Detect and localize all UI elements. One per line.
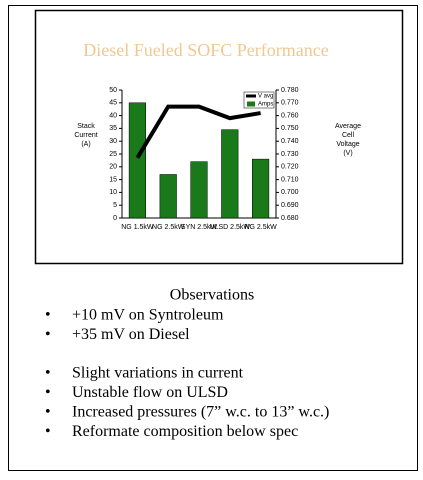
- x-tick-label: NG 2.5kW: [244, 224, 277, 231]
- y-tick-label: 45: [109, 100, 117, 107]
- y-tick-label: 25: [109, 151, 117, 158]
- y2-axis-label: Voltage: [336, 141, 359, 148]
- y2-tick-label: 0.710: [281, 176, 299, 183]
- y2-axis-label: Cell: [342, 132, 355, 139]
- observations-heading: Observations: [170, 287, 254, 304]
- legend-label: Amps: [258, 102, 273, 108]
- bar: [221, 129, 239, 219]
- y2-tick-label: 0.720: [281, 164, 299, 171]
- bullet: •: [45, 384, 51, 401]
- y-axis-label: Stack: [77, 123, 95, 130]
- bar: [128, 102, 146, 219]
- y2-tick-label: 0.690: [281, 202, 299, 209]
- y-tick-label: 15: [109, 176, 117, 183]
- observation: Reformate composition below spec: [72, 423, 298, 440]
- bullet: •: [45, 404, 51, 421]
- y2-axis-label: (V): [343, 150, 352, 157]
- x-tick-label: ULSD 2.5kW: [210, 224, 251, 231]
- chart-border: [34, 9, 404, 265]
- y2-tick-label: 0.760: [281, 112, 299, 119]
- y2-axis-label: Average: [335, 123, 361, 130]
- x-tick-label: NG 2.5kW: [152, 224, 185, 231]
- y-tick-label: 5: [113, 202, 117, 209]
- legend-swatch: [247, 101, 255, 107]
- bullet: •: [45, 423, 51, 440]
- chart-title: Diesel Fueled SOFC Performance: [83, 40, 328, 60]
- y-axis-label: Current: [74, 132, 97, 139]
- observation: Increased pressures (7” w.c. to 13” w.c.…: [72, 404, 329, 421]
- bullet: •: [45, 326, 51, 343]
- x-tick-label: NG 1.5kW: [121, 224, 154, 231]
- y-tick-label: 35: [109, 125, 117, 132]
- y2-tick-label: 0.780: [281, 87, 299, 94]
- bar: [190, 161, 208, 219]
- legend-label: V avg: [258, 94, 273, 100]
- observation: Unstable flow on ULSD: [72, 384, 228, 401]
- y-tick-label: 50: [109, 87, 117, 94]
- y-tick-label: 20: [109, 164, 117, 171]
- line: [135, 104, 261, 159]
- y-tick-label: 10: [109, 189, 117, 196]
- y2-tick-label: 0.680: [281, 215, 299, 222]
- y-axis-label: (A): [81, 141, 90, 148]
- y2-tick-label: 0.770: [281, 100, 299, 107]
- y-tick-label: 40: [109, 112, 117, 119]
- bar: [159, 174, 177, 219]
- bullet: •: [45, 365, 51, 382]
- y2-tick-label: 0.740: [281, 138, 299, 145]
- observation: +35 mV on Diesel: [72, 326, 190, 343]
- y-tick-label: 30: [109, 138, 117, 145]
- y-tick-label: 0: [113, 215, 117, 222]
- observation: +10 mV on Syntroleum: [72, 307, 224, 324]
- observation: Slight variations in current: [72, 365, 244, 382]
- y2-tick-label: 0.730: [281, 151, 299, 158]
- bar: [252, 158, 270, 219]
- y2-tick-label: 0.700: [281, 189, 299, 196]
- bullet: •: [45, 307, 51, 324]
- y2-tick-label: 0.750: [281, 125, 299, 132]
- x-tick-label: SYN 2.5kW: [181, 224, 218, 231]
